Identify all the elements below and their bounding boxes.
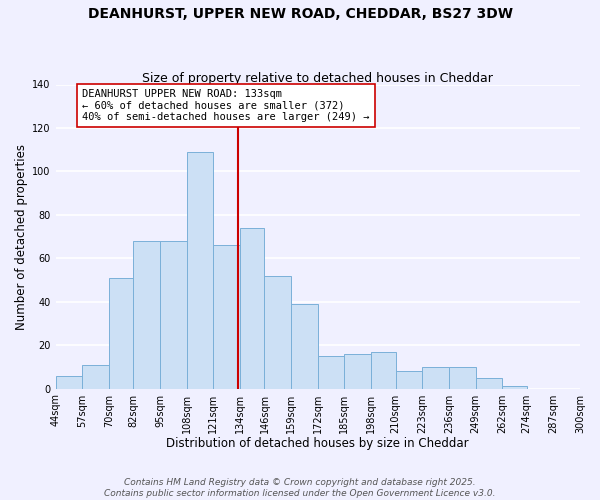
X-axis label: Distribution of detached houses by size in Cheddar: Distribution of detached houses by size … [166,437,469,450]
Bar [318,356,344,388]
Bar [422,367,449,388]
Bar [213,245,240,388]
Bar [160,241,187,388]
Bar [371,352,395,389]
Bar [344,354,371,388]
Bar [449,367,476,388]
Bar [240,228,265,388]
Title: Size of property relative to detached houses in Cheddar: Size of property relative to detached ho… [142,72,493,85]
Bar [291,304,318,388]
Text: Contains HM Land Registry data © Crown copyright and database right 2025.
Contai: Contains HM Land Registry data © Crown c… [104,478,496,498]
Bar [265,276,291,388]
Bar [56,376,82,388]
Bar [187,152,213,388]
Bar [476,378,502,388]
Bar [82,364,109,388]
Text: DEANHURST, UPPER NEW ROAD, CHEDDAR, BS27 3DW: DEANHURST, UPPER NEW ROAD, CHEDDAR, BS27… [88,8,512,22]
Bar [502,386,527,388]
Bar [109,278,133,388]
Bar [133,241,160,388]
Y-axis label: Number of detached properties: Number of detached properties [15,144,28,330]
Bar [395,371,422,388]
Text: DEANHURST UPPER NEW ROAD: 133sqm
← 60% of detached houses are smaller (372)
40% : DEANHURST UPPER NEW ROAD: 133sqm ← 60% o… [82,89,370,122]
